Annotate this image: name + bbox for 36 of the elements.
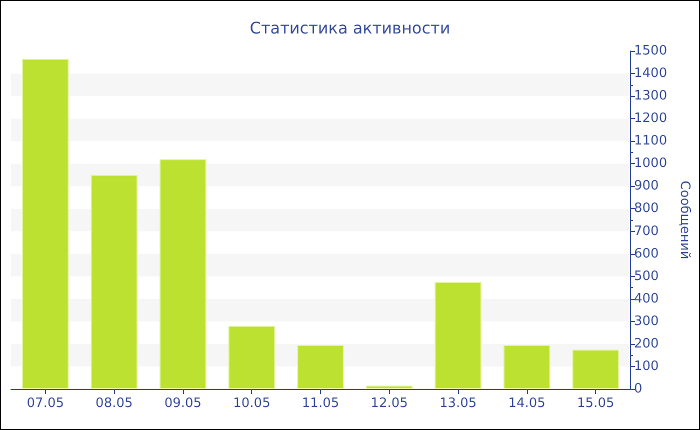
x-tick-label: 09.05 [164,396,202,411]
y-tick-label: 800 [634,201,659,216]
y-tick-label: 600 [634,246,659,262]
bar [228,326,276,389]
bar [297,345,344,389]
y-tick-label: 1100 [634,134,668,149]
bar [366,386,413,389]
x-tick-label: 13.05 [439,396,477,411]
y-tick-label: 200 [634,336,659,352]
bar [160,159,206,389]
x-tick-label: 15.05 [577,396,614,411]
x-tick-label: 14.05 [508,396,546,411]
y-tick-label: 900 [634,178,659,194]
y-axis-title: Сообщений [677,180,692,260]
x-tick-label: 08.05 [96,396,133,411]
bar [434,282,482,389]
y-tick-label: 0 [634,382,642,396]
y-tick-label: 500 [634,268,659,284]
chart-title: Статистика активности [250,18,450,38]
x-tick-label: 12.05 [370,396,408,411]
y-tick-label: 100 [634,358,659,374]
y-tick-label: 300 [634,314,659,329]
y-tick-label: 1300 [634,88,668,104]
y-tick-label: 1200 [634,111,668,126]
bar [90,174,138,389]
x-tick-label: 07.05 [26,396,64,411]
y-tick-label: 1400 [634,66,668,82]
bar [572,350,620,389]
bar [22,58,69,389]
y-tick-label: 400 [634,291,659,306]
x-tick-label: 11.05 [302,396,340,411]
bar [503,345,550,389]
y-tick-label: 1500 [634,44,668,58]
y-tick-label: 700 [634,224,659,239]
x-tick-label: 10.05 [233,396,270,411]
y-tick-label: 1000 [634,156,668,172]
